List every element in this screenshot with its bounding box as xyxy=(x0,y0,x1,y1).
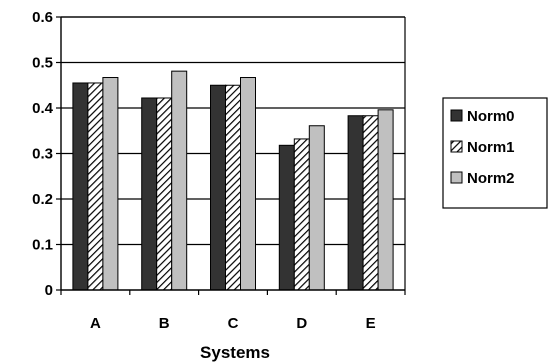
legend: Norm0 Norm1 Norm2 xyxy=(442,97,548,209)
legend-label-norm2: Norm2 xyxy=(467,170,515,187)
x-axis-ticks: A B C D E xyxy=(60,290,406,332)
legend-swatch-norm0 xyxy=(450,109,463,122)
bar-norm0-e xyxy=(347,115,364,291)
x-tick-label: A xyxy=(90,315,101,332)
y-tick-label: 0 xyxy=(45,282,53,299)
bars xyxy=(72,70,394,291)
y-tick-label: 0.1 xyxy=(32,237,53,254)
y-tick-label: 0.2 xyxy=(32,191,53,208)
x-tick-label: D xyxy=(296,315,307,332)
bar-norm1-e xyxy=(362,115,379,291)
legend-label-norm0: Norm0 xyxy=(467,108,515,125)
bar-norm2-c xyxy=(240,77,256,291)
x-axis-title: Systems xyxy=(200,343,270,362)
bar-norm2-a xyxy=(102,77,119,291)
bar-norm1-d xyxy=(293,138,310,291)
bar-norm1-c xyxy=(225,84,241,291)
bar-norm0-b xyxy=(141,97,158,291)
bar-norm2-b xyxy=(171,70,188,291)
bar-norm0-a xyxy=(72,82,89,291)
y-axis-ticks: 0 0.1 0.2 0.3 0.4 0.5 0.6 xyxy=(32,9,61,299)
x-tick-label: C xyxy=(228,315,239,332)
y-tick-label: 0.6 xyxy=(32,9,53,26)
bar-norm0-c xyxy=(210,84,226,291)
bar-norm2-d xyxy=(308,125,325,291)
y-tick-label: 0.5 xyxy=(32,55,53,72)
bar-norm2-e xyxy=(377,109,394,291)
legend-swatch-norm1 xyxy=(450,140,463,153)
legend-swatch-norm2 xyxy=(450,171,463,184)
bar-norm1-b xyxy=(156,97,173,291)
x-tick-label: E xyxy=(366,315,376,332)
y-tick-label: 0.4 xyxy=(32,100,54,117)
legend-label-norm1: Norm1 xyxy=(467,139,515,156)
bar-norm0-d xyxy=(278,144,295,291)
bar-norm1-a xyxy=(87,82,104,291)
y-tick-label: 0.3 xyxy=(32,146,53,163)
x-tick-label: B xyxy=(159,315,170,332)
